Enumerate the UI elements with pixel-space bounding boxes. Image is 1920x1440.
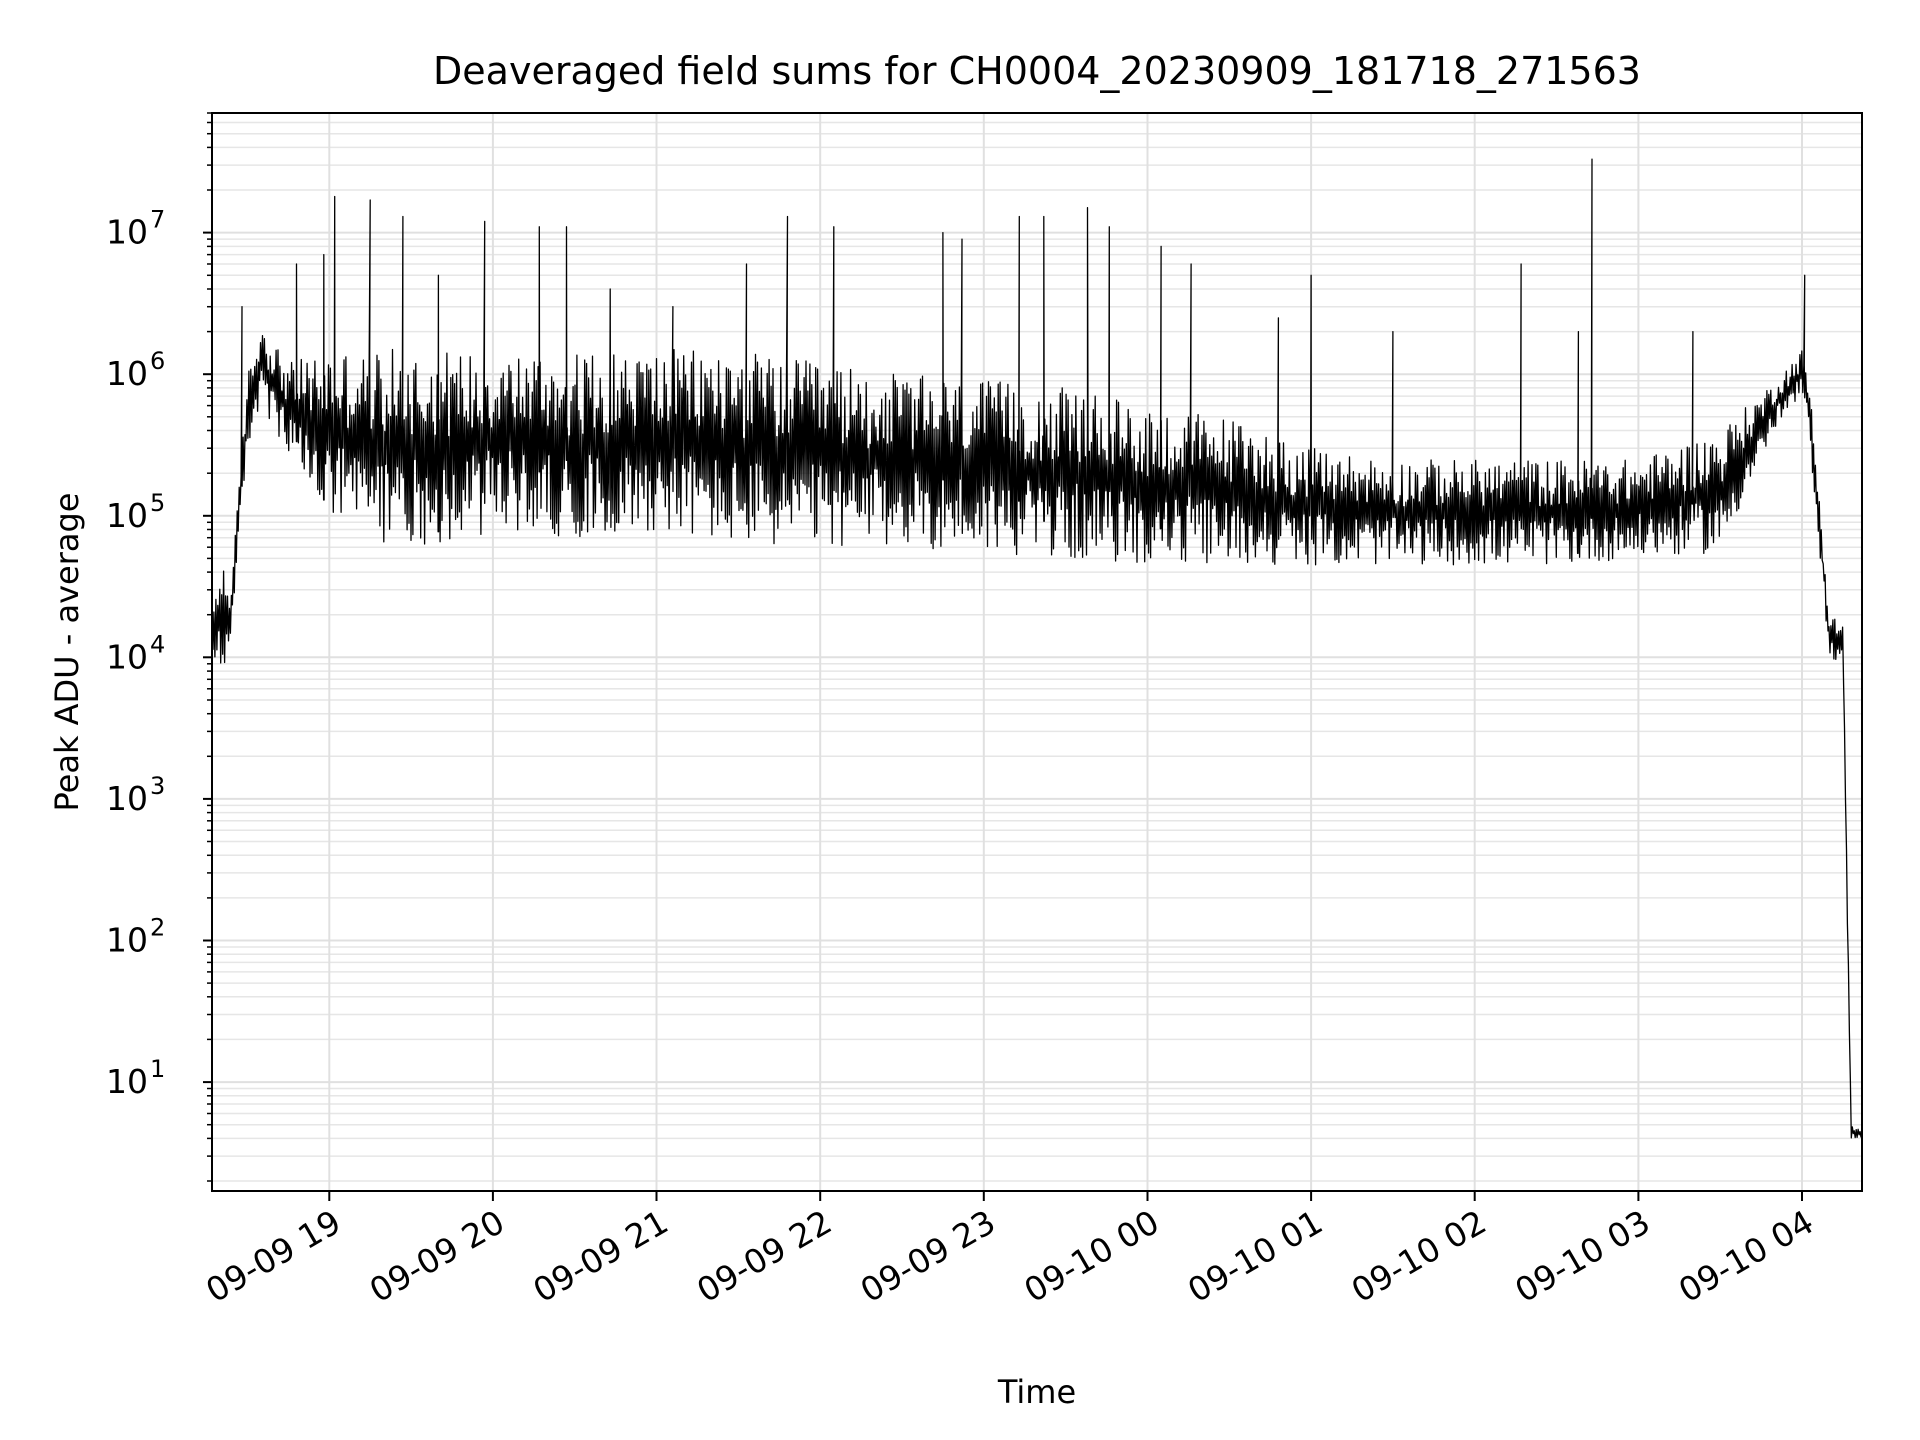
y-tick-label: 10	[106, 1062, 148, 1101]
y-axis-label: Peak ADU - average	[48, 493, 86, 812]
y-tick-label: 10	[106, 213, 148, 252]
y-tick-label-exponent: 1	[150, 1055, 165, 1083]
x-axis-label: Time	[997, 1373, 1076, 1411]
y-tick-label: 10	[106, 354, 148, 393]
y-tick-label: 10	[106, 779, 148, 818]
y-tick-label-exponent: 7	[150, 206, 165, 234]
y-tick-label-exponent: 4	[150, 630, 165, 658]
series-layer	[211, 158, 1863, 1139]
plot-area-frame	[211, 112, 1863, 1192]
y-tick-label-exponent: 5	[150, 489, 165, 517]
series-line-0	[211, 158, 1863, 1139]
grid	[212, 112, 1862, 1191]
y-tick-label: 10	[106, 921, 148, 960]
chart-title: Deaveraged field sums for CH0004_2023090…	[433, 49, 1641, 93]
y-tick-label: 10	[106, 496, 148, 535]
y-tick-label-exponent: 6	[150, 347, 165, 375]
y-tick-label-exponent: 3	[150, 772, 165, 800]
y-tick-label-exponent: 2	[150, 914, 165, 942]
y-tick-label: 10	[106, 637, 148, 676]
